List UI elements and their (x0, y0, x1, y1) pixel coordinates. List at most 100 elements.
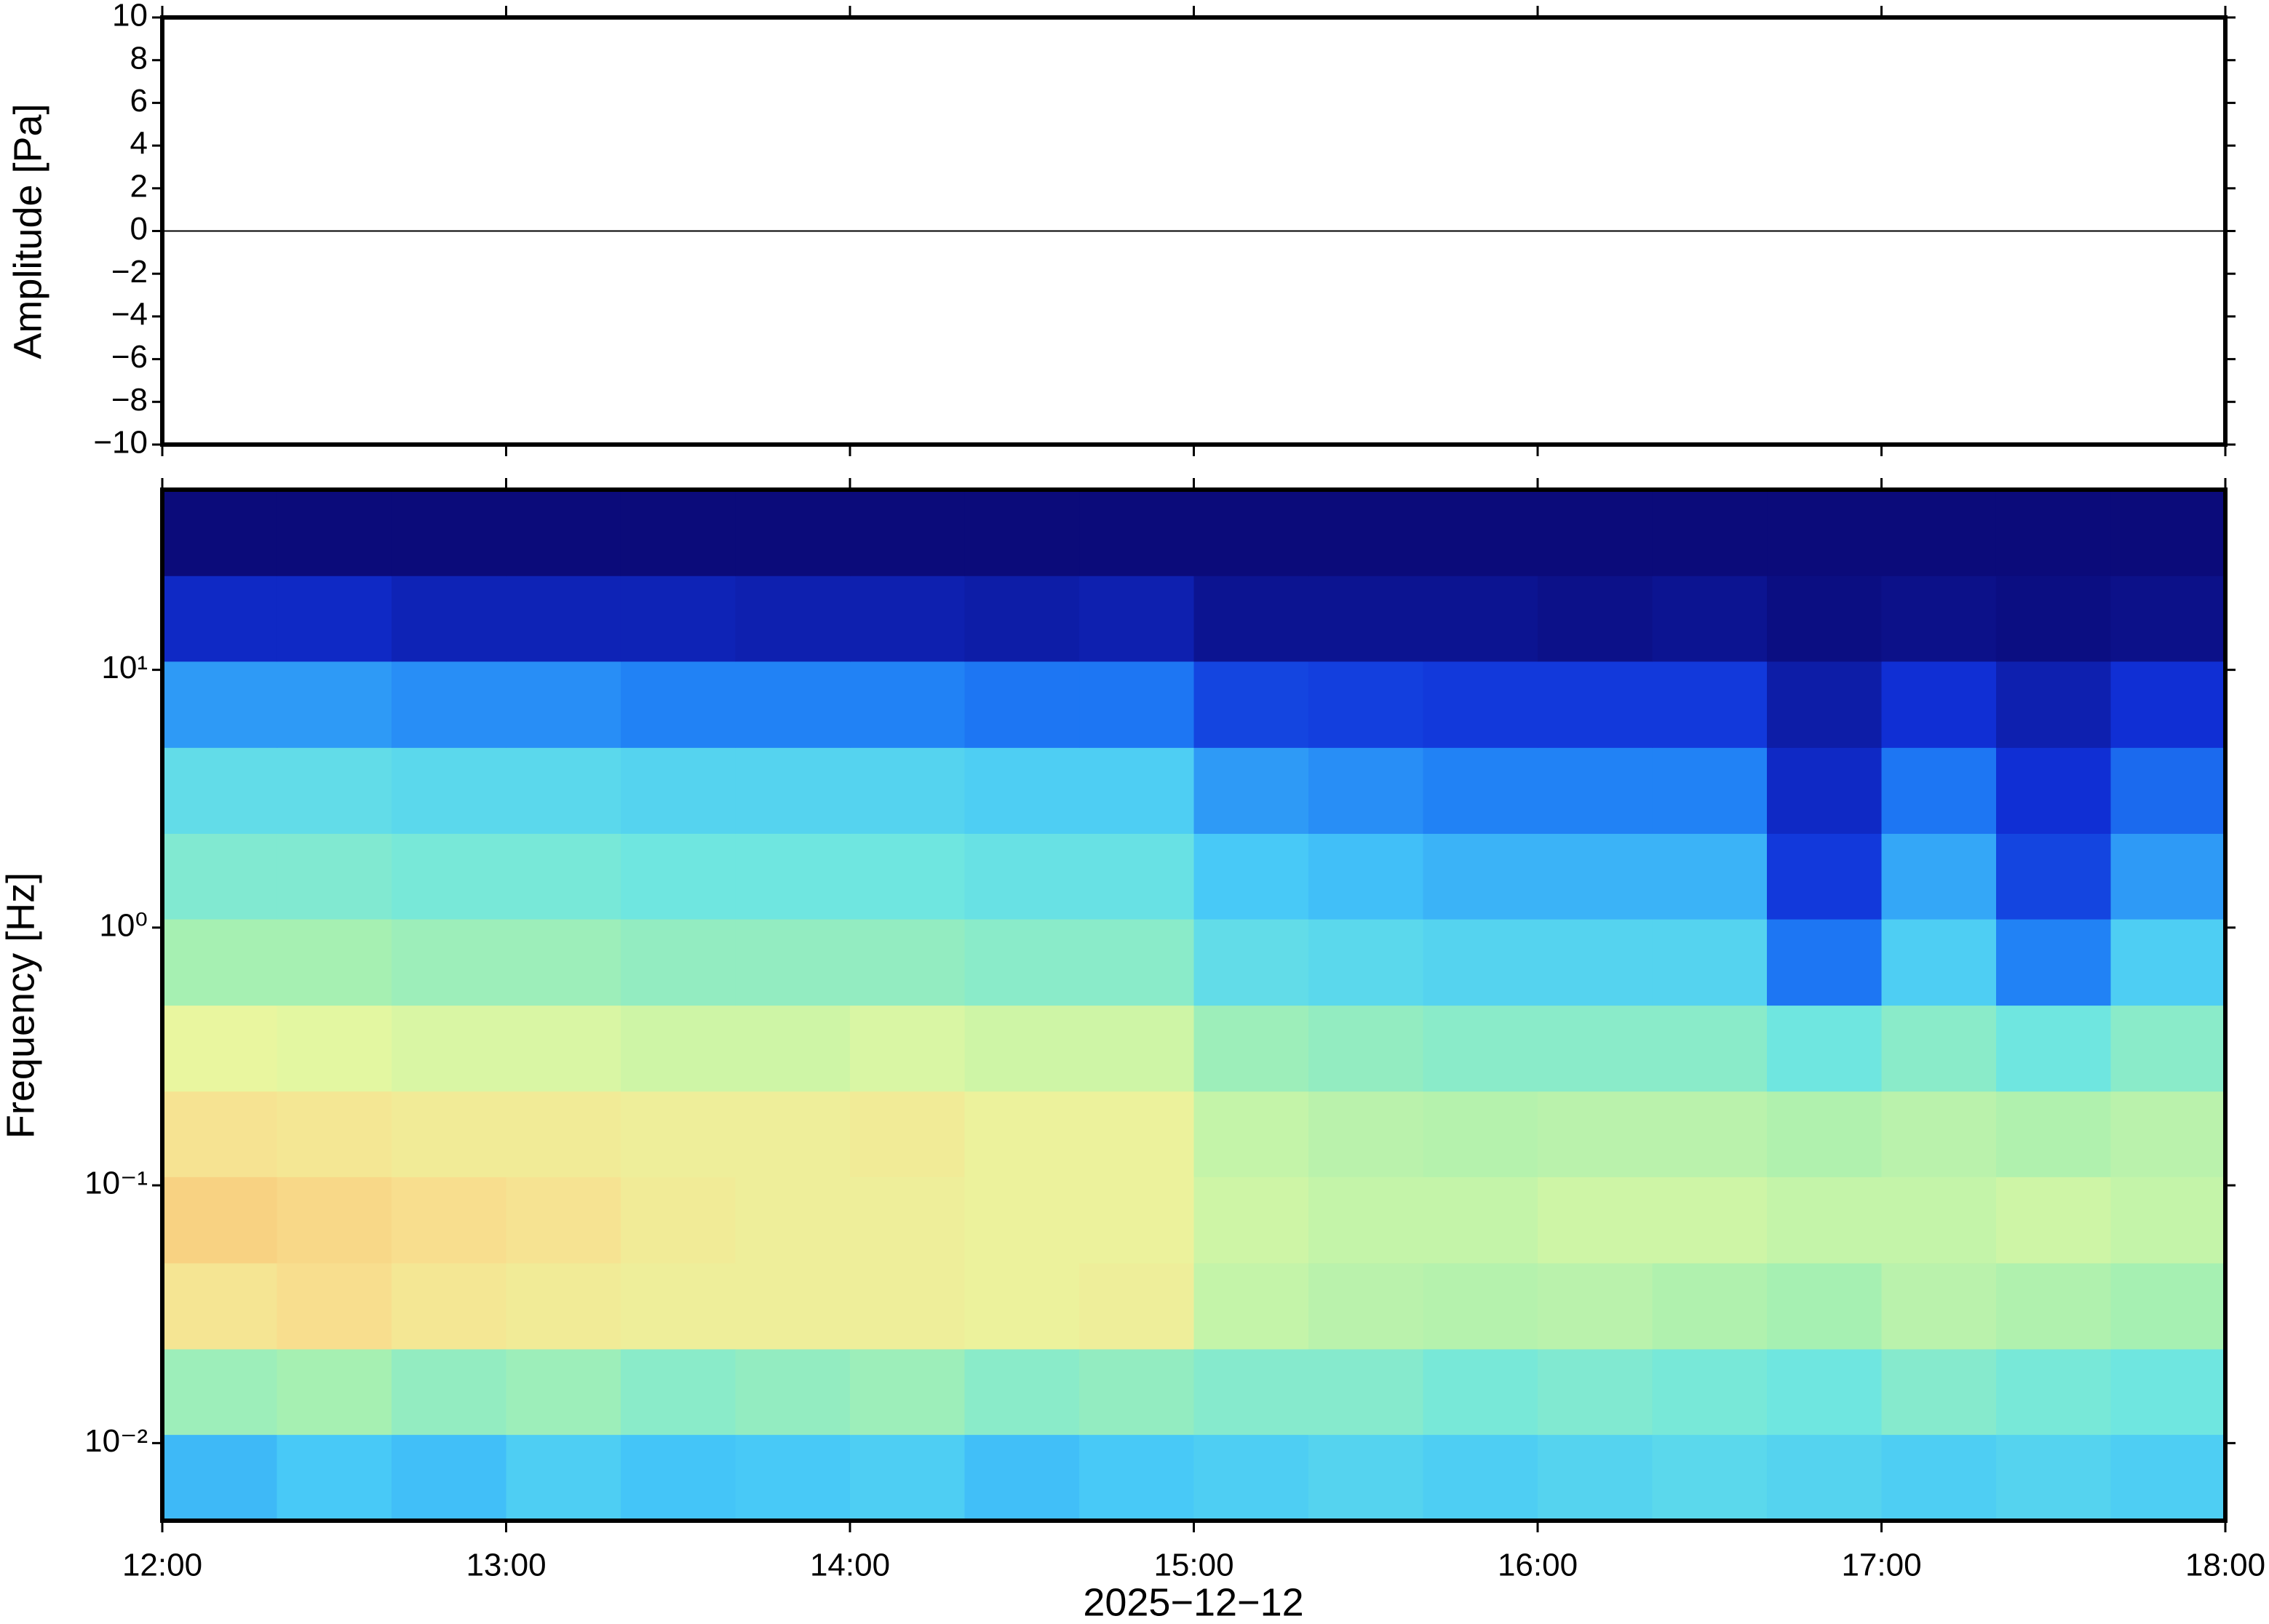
spectrogram-cell (964, 919, 1080, 1006)
spectrogram-cell (1881, 919, 1997, 1006)
spectrogram-cell (1652, 833, 1768, 920)
spectrogram-cell (1079, 661, 1195, 748)
spectrogram-cell (392, 661, 507, 748)
y-tick-label: 0 (130, 211, 148, 247)
spectrogram-cell (506, 576, 621, 662)
spectrogram-cell (1881, 576, 1997, 662)
y-tick-label: 2 (130, 168, 148, 204)
x-tick-label: 13:00 (466, 1548, 546, 1583)
spectrogram-cell (2110, 1262, 2226, 1350)
spectrogram-cell (506, 490, 621, 576)
spectrogram-cell (620, 747, 736, 834)
spectrogram-cell (735, 1348, 851, 1436)
spectrogram-cell (277, 661, 392, 748)
spectrogram-cell (392, 576, 507, 662)
spectrogram-cell (1652, 1091, 1768, 1177)
spectrogram-cell (1995, 576, 2112, 662)
spectrogram-cell (277, 1348, 392, 1436)
spectrogram-cell (1423, 919, 1538, 1006)
spectrogram-cell (1423, 661, 1538, 748)
y-tick-label: 8 (130, 40, 148, 76)
spectrogram-cell (1193, 747, 1309, 834)
spectrogram-cell (1538, 1005, 1653, 1092)
spectrogram-cell (1308, 1434, 1424, 1521)
spectrogram-cell (735, 1177, 851, 1264)
spectrogram-cell (735, 1434, 851, 1521)
spectrogram-cell (1538, 1177, 1653, 1264)
spectrogram-cell (162, 1177, 278, 1264)
spectrogram-cell (2110, 576, 2226, 662)
spectrogram-cell (1308, 1262, 1424, 1350)
spectrogram-cell (1308, 1091, 1424, 1177)
spectrogram-cell (1423, 1262, 1538, 1350)
y-tick-label: −6 (111, 339, 148, 375)
spectrogram-cell (1308, 833, 1424, 920)
spectrogram-cell (1079, 490, 1195, 576)
spectrogram-cell (1995, 1348, 2112, 1436)
x-tick-label: 12:00 (122, 1548, 202, 1583)
spectrogram-cell (1423, 833, 1538, 920)
spectrogram-cell (1652, 919, 1768, 1006)
spectrogram-cell (1538, 833, 1653, 920)
spectrogram-cell (620, 490, 736, 576)
spectrogram-cell (2110, 1348, 2226, 1436)
spectrogram-cell (162, 1262, 278, 1350)
spectrogram-cell (1193, 1434, 1309, 1521)
spectrogram-cell (392, 1262, 507, 1350)
spectrogram-cell (964, 1348, 1080, 1436)
spectrogram-cell (1538, 661, 1653, 748)
x-tick-label: 17:00 (1841, 1548, 1921, 1583)
spectrogram-cell (1423, 1434, 1538, 1521)
spectrogram-cell (850, 1005, 966, 1092)
spectrogram-cell (392, 1434, 507, 1521)
spectrogram-cell (735, 747, 851, 834)
spectrogram-cell (1881, 1005, 1997, 1092)
spectrogram-cell (1881, 747, 1997, 834)
spectrogram-cell (735, 833, 851, 920)
spectrogram-cell (1423, 1005, 1538, 1092)
spectrogram-cell (1538, 1348, 1653, 1436)
spectrogram-cell (392, 1091, 507, 1177)
spectrogram-cell (1652, 1348, 1768, 1436)
spectrogram-cell (277, 919, 392, 1006)
spectrogram-cell (1652, 490, 1768, 576)
spectrogram-cell (1995, 490, 2112, 576)
spectrogram-cell (1538, 1262, 1653, 1350)
spectrogram-cell (1767, 1005, 1883, 1092)
spectrogram-cell (1767, 747, 1883, 834)
spectrogram-cell (1767, 1091, 1883, 1177)
spectrogram-cell (1079, 919, 1195, 1006)
spectrogram-cell (1079, 833, 1195, 920)
spectrogram-cell (506, 1177, 621, 1264)
spectrogram-cell (850, 833, 966, 920)
spectrogram-cell (506, 1348, 621, 1436)
spectrogram-cell (1079, 1005, 1195, 1092)
spectrogram-cell (850, 490, 966, 576)
spectrogram-cell (1767, 833, 1883, 920)
spectrogram-cell (1881, 1434, 1997, 1521)
spectrogram-cell (850, 661, 966, 748)
x-tick-label: 16:00 (1498, 1548, 1578, 1583)
spectrogram-cell (1995, 833, 2112, 920)
spectrogram-cell (850, 1091, 966, 1177)
spectrogram-cell (2110, 490, 2226, 576)
spectrogram-cell (2110, 747, 2226, 834)
spectrogram-cell (620, 1262, 736, 1350)
spectrogram-cell (1193, 490, 1309, 576)
y-tick-label: −8 (111, 382, 148, 418)
y-tick-label: −10 (93, 425, 148, 461)
spectrogram-cell (277, 1177, 392, 1264)
spectrogram-cell (735, 1262, 851, 1350)
spectrogram-cell (1193, 1348, 1309, 1436)
spectrogram-cell (2110, 661, 2226, 748)
spectrogram-cell (1079, 576, 1195, 662)
spectrogram-cell (1079, 1262, 1195, 1350)
spectrogram-cell (2110, 1005, 2226, 1092)
spectrogram-cell (506, 747, 621, 834)
spectrogram-cell (392, 833, 507, 920)
spectrogram-cell (735, 576, 851, 662)
spectrogram-cell (620, 833, 736, 920)
spectrogram-cell (162, 576, 278, 662)
